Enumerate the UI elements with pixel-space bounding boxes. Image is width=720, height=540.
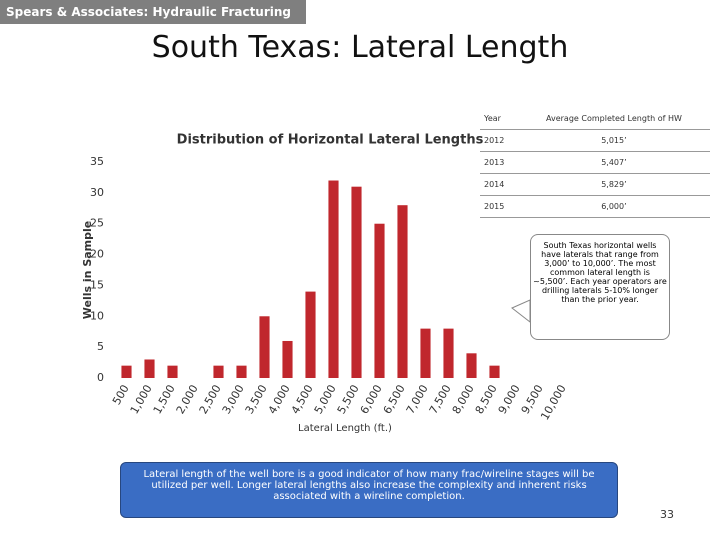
x-tick-label: 5,000 xyxy=(312,383,339,417)
bar xyxy=(144,359,155,378)
bar xyxy=(374,223,385,378)
header: Spears & Associates: Hydraulic Fracturin… xyxy=(0,0,306,43)
x-tick-label: 1,000 xyxy=(128,383,155,417)
y-tick-label: 30 xyxy=(90,186,104,199)
x-tick-label: 500 xyxy=(110,383,132,408)
table: Year Average Completed Length of HW 2012 5… xyxy=(480,108,710,218)
x-tick-label: 2,500 xyxy=(197,383,224,417)
bar xyxy=(420,328,431,378)
y-tick-label: 20 xyxy=(90,248,104,261)
callout-pointer xyxy=(511,299,531,324)
y-tick-label: 0 xyxy=(97,371,104,384)
bar xyxy=(443,328,454,378)
x-tick-label: 3,500 xyxy=(243,383,270,417)
x-tick-label: 5,500 xyxy=(335,383,362,417)
y-tick-label: 35 xyxy=(90,155,104,168)
x-tick-label: 8,000 xyxy=(450,383,477,417)
slide-title: South Texas: Lateral Length xyxy=(151,30,569,65)
y-tick-label: 5 xyxy=(97,340,104,353)
table-header: Year xyxy=(480,108,518,130)
cell: 2013 xyxy=(480,151,518,174)
bar xyxy=(167,365,178,378)
x-axis-label: Lateral Length (ft.) xyxy=(298,423,392,434)
x-tick-label: 1,500 xyxy=(151,383,178,417)
x-tick-label: 7,000 xyxy=(404,383,431,417)
chart-title: Distribution of Horizontal Lateral Lengt… xyxy=(177,133,484,148)
bar xyxy=(397,205,408,378)
x-tick-label: 3,000 xyxy=(220,383,247,417)
bar xyxy=(213,365,224,378)
bar xyxy=(328,180,339,378)
note: Lateral length of the well bore is a goo… xyxy=(120,462,618,518)
bar xyxy=(305,291,316,378)
cell: 5,829’ xyxy=(517,173,710,196)
y-tick-label: 15 xyxy=(90,278,104,291)
x-tick-label: 8,500 xyxy=(473,383,500,417)
bar xyxy=(259,316,270,378)
x-tick-label: 7,500 xyxy=(427,383,454,417)
cell: 5,015’ xyxy=(517,129,710,152)
bar xyxy=(282,340,293,378)
cell: 2012 xyxy=(480,129,518,152)
cell: 2014 xyxy=(480,173,518,196)
bar xyxy=(121,365,132,378)
cell: 2015 xyxy=(480,195,518,218)
y-axis-label: Wells in Sample xyxy=(81,221,94,319)
x-tick-label: 4,000 xyxy=(266,383,293,417)
y-tick-label: 25 xyxy=(90,217,104,230)
bar xyxy=(466,353,477,378)
page-number: 33 xyxy=(660,508,674,521)
bar xyxy=(236,365,247,378)
x-tick-label: 9,000 xyxy=(496,383,523,417)
y-tick-label: 10 xyxy=(90,309,104,322)
table-header: Average Completed Length of HW xyxy=(517,108,710,130)
x-tick-label: 6,000 xyxy=(358,383,385,417)
x-tick-label: 2,000 xyxy=(174,383,201,417)
x-tick-label: 6,500 xyxy=(381,383,408,417)
bar xyxy=(489,365,500,378)
cell: 5,407’ xyxy=(517,151,710,174)
cell: 6,000’ xyxy=(517,195,710,218)
callout: South Texas horizontal wells have latera… xyxy=(530,234,670,340)
bar xyxy=(351,186,362,378)
x-tick-label: 4,500 xyxy=(289,383,316,417)
